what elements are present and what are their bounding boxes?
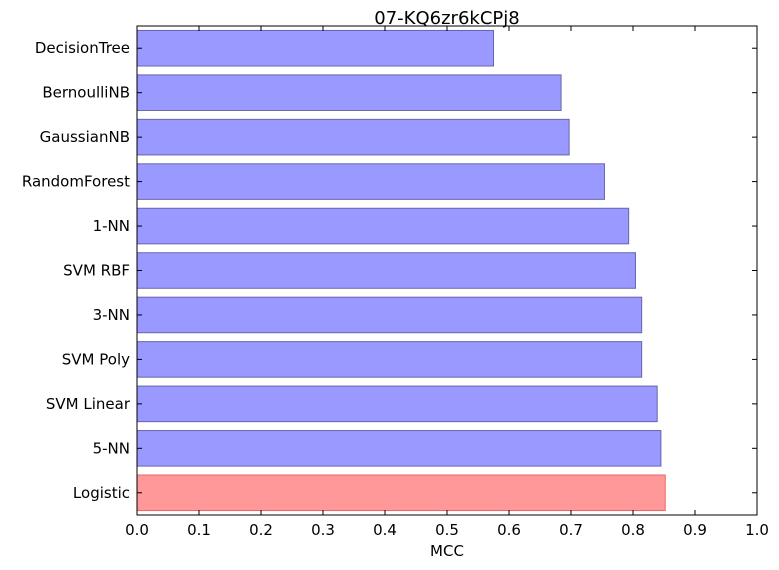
y-axis: DecisionTree BernoulliNB GaussianNB RandomF… [22,39,757,502]
x-tick-label: 1.0 [745,521,769,539]
y-tick-label-gaussiannb: GaussianNB [40,128,130,146]
x-axis-label: MCC [430,542,464,560]
y-tick-label-svm-rbf: SVM RBF [63,262,130,280]
x-tick-label: 0.9 [683,521,707,539]
y-tick-label-5-nn: 5-NN [93,439,130,457]
bar-1-nn [136,207,630,245]
x-tick-label: 0.8 [621,521,645,539]
x-tick-label: 0.4 [373,521,397,539]
y-tick-label-logistic: Logistic [73,484,130,502]
y-tick-label-randomforest: RandomForest [22,173,130,191]
y-tick-label-1-nn: 1-NN [93,217,130,235]
x-axis: 0.0 0.1 0.2 0.3 0.4 0.5 0.6 0.7 0.8 0.9 1.0 [125,26,769,539]
bars-group [136,29,666,512]
bar-svm-poly [136,341,643,378]
bar-randomforest [136,163,605,200]
x-tick-label: 0.6 [497,521,521,539]
x-tick-label: 0.1 [187,521,211,539]
bar-gaussiannb [136,118,570,156]
y-tick-label-svm-linear: SVM Linear [46,395,131,413]
x-tick-label: 0.2 [249,521,273,539]
bar-bernoullinb [136,74,562,111]
bar-decisiontree [136,29,494,67]
chart-title: 07-KQ6zr6kCPj8 [374,8,519,29]
y-tick-label-bernoullinb: BernoulliNB [42,84,130,102]
bar-logistic [136,474,666,512]
x-tick-label: 0.7 [559,521,583,539]
bar-svm-rbf [136,252,636,289]
bar-5-nn [136,430,662,467]
y-tick-label-3-nn: 3-NN [93,306,130,324]
y-tick-label-decisiontree: DecisionTree [35,39,130,57]
x-tick-label: 0.0 [125,521,149,539]
bar-svm-linear [136,385,658,423]
y-tick-label-svm-poly: SVM Poly [62,350,130,368]
bar-3-nn [136,296,643,334]
x-tick-label: 0.3 [311,521,335,539]
x-tick-label: 0.5 [435,521,459,539]
